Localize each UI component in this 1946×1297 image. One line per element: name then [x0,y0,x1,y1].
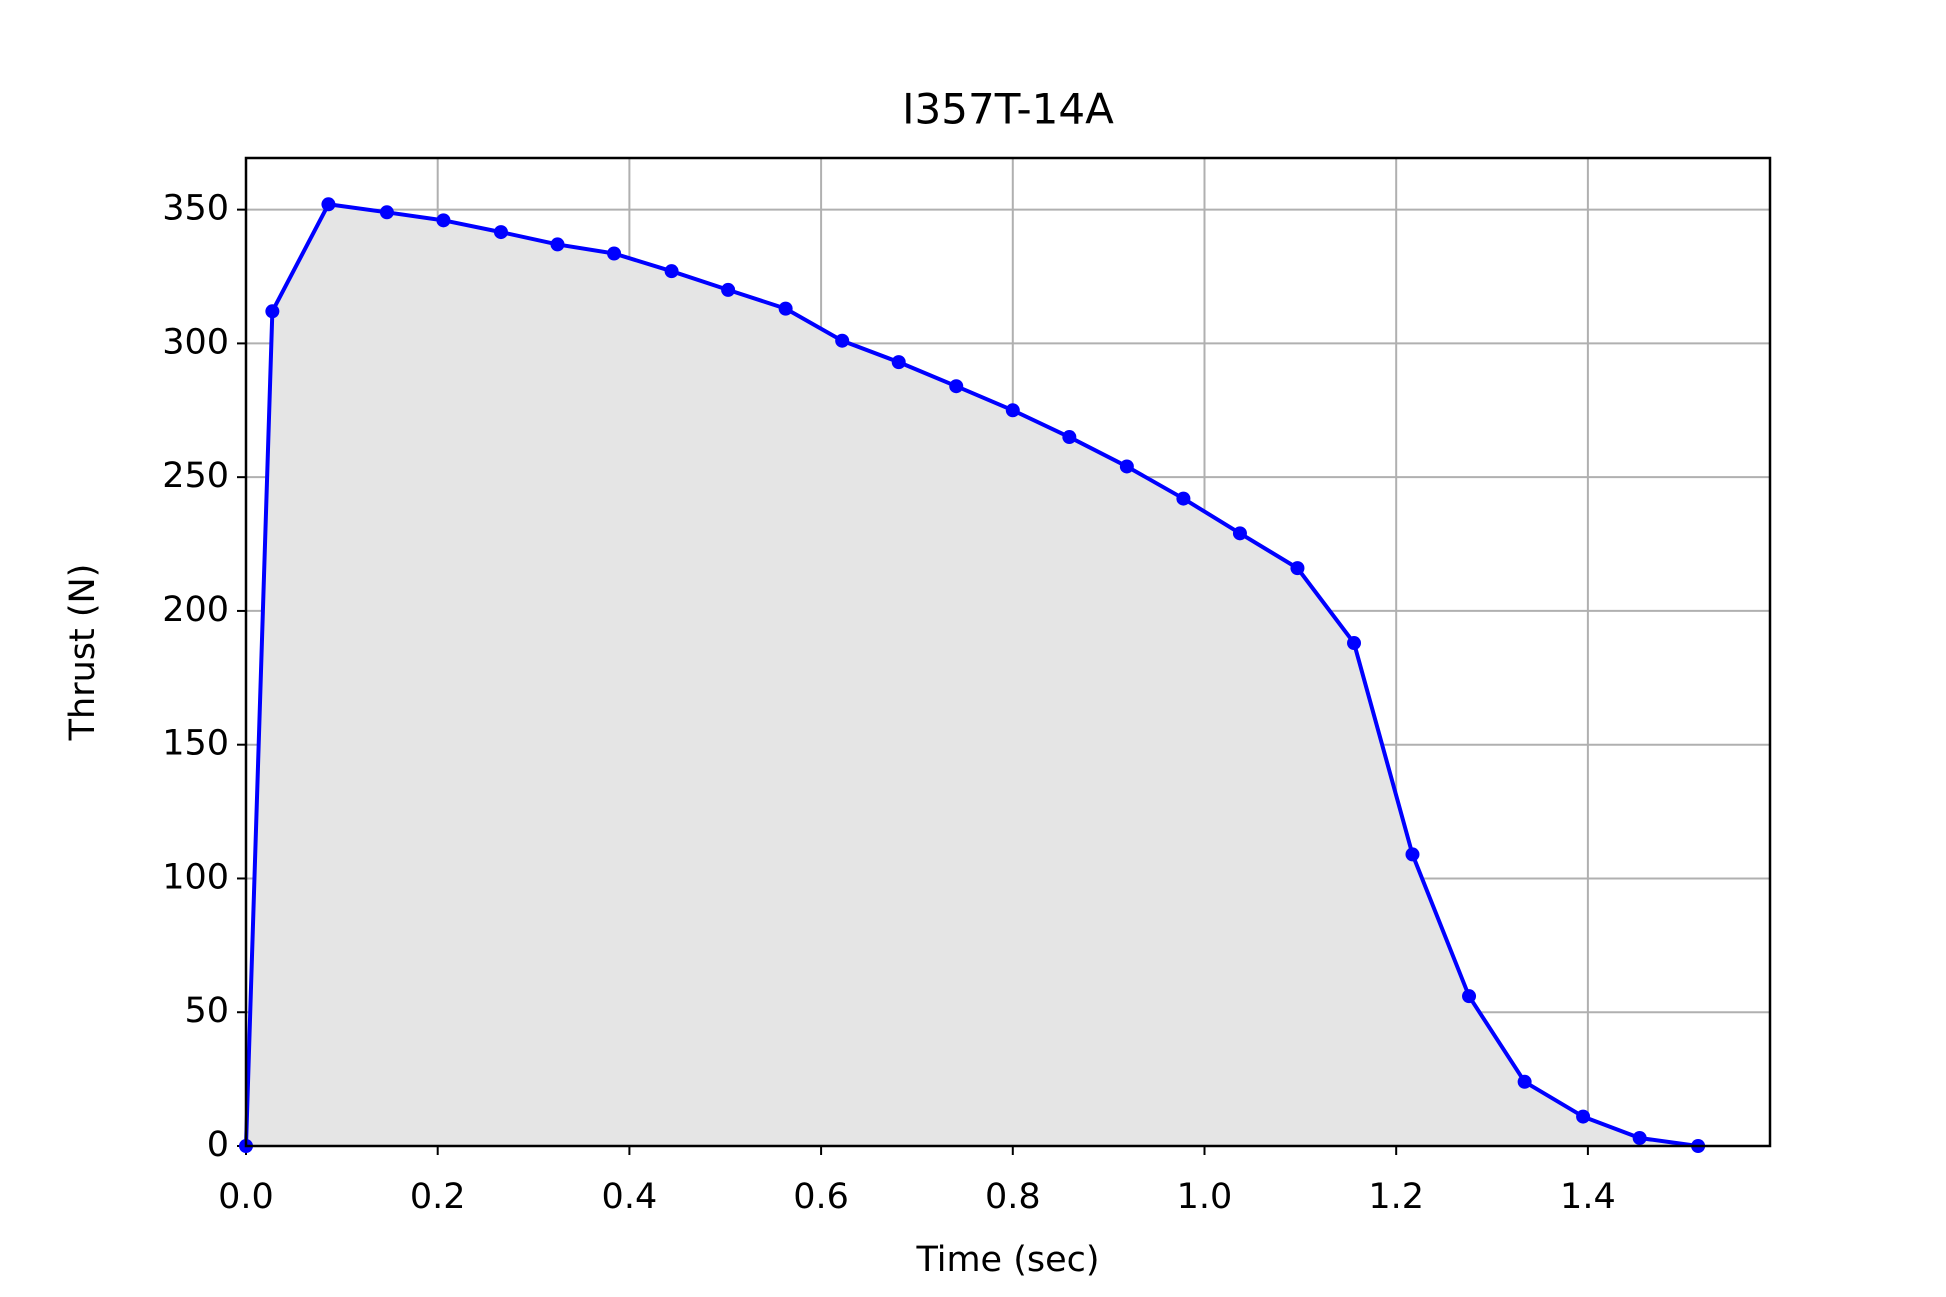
x-tick-label: 1.4 [1560,1177,1616,1217]
point [265,304,280,319]
x-tick-label: 1.2 [1368,1177,1424,1217]
y-tick-label: 50 [184,991,229,1031]
point [436,213,451,228]
x-tick-label: 0.2 [410,1177,466,1217]
point [1347,636,1362,651]
point [1232,526,1247,541]
x-axis-label: Time (sec) [915,1240,1099,1280]
y-tick-label: 100 [162,857,229,897]
point [778,301,793,316]
point [664,264,679,279]
point [1632,1130,1647,1145]
point [1576,1109,1591,1124]
point [1005,403,1020,418]
point [721,282,736,297]
point [493,225,508,240]
chart-title: I357T-14A [902,85,1114,134]
point [1062,430,1077,445]
x-tick-label: 0.4 [602,1177,658,1217]
y-tick-label: 200 [162,590,229,630]
point [1462,989,1477,1004]
point [379,205,394,220]
y-axis-label: Thrust (N) [63,564,103,742]
x-tick-label: 0.0 [218,1177,274,1217]
point [1119,459,1134,474]
x-tick-label: 0.6 [793,1177,849,1217]
point [607,246,622,261]
y-tick-label: 350 [162,189,229,229]
area-fill [246,204,1699,1147]
point [1290,561,1305,576]
point [550,237,565,252]
y-tick-label: 0 [207,1125,229,1165]
y-tick-label: 150 [162,724,229,764]
point [1405,847,1420,862]
point [1517,1074,1532,1089]
point [1176,491,1191,506]
point [949,379,964,394]
x-tick-label: 0.8 [985,1177,1041,1217]
x-tick-label: 1.0 [1177,1177,1233,1217]
point [835,333,850,348]
point [321,197,336,212]
plot-frame [244,156,1772,1148]
y-tick-label: 300 [162,322,229,362]
point [891,355,906,370]
y-tick-label: 250 [162,456,229,496]
